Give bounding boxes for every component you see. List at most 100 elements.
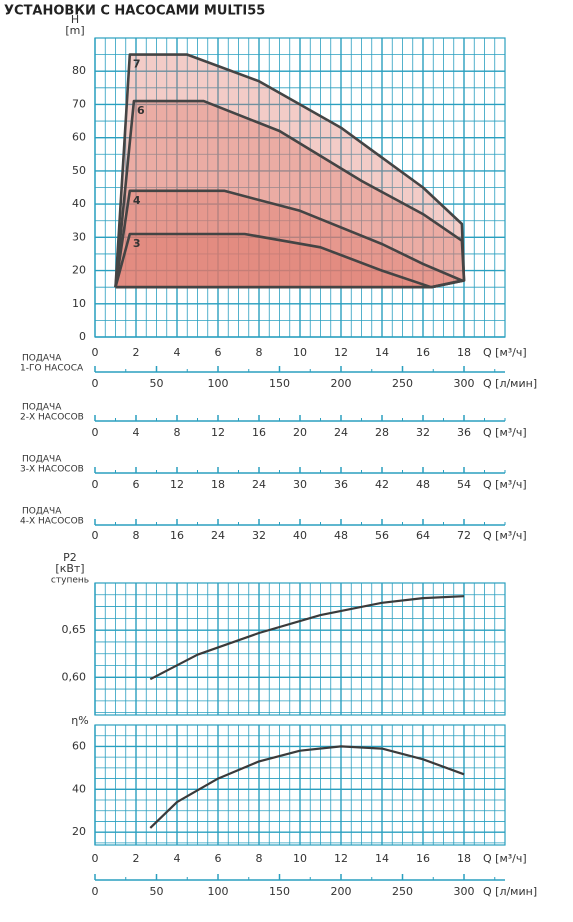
x-tick-label: 48 — [334, 529, 348, 542]
x-tick-label: 6 — [215, 852, 222, 865]
x-tick-label: 8 — [256, 346, 263, 359]
x-tick-label: 54 — [457, 478, 471, 491]
x-tick-label: 0 — [92, 852, 99, 865]
x-axis-label: Q [м³/ч] — [483, 852, 527, 865]
x-tick-label: 0 — [92, 377, 99, 390]
x-tick-label: 36 — [334, 478, 348, 491]
x-tick-label: 56 — [375, 529, 389, 542]
x-tick-label: 0 — [92, 478, 99, 491]
y-tick-label: 20 — [72, 264, 86, 277]
x-tick-label: 16 — [416, 852, 430, 865]
x-tick-label: 48 — [416, 478, 430, 491]
x-tick-label: 0 — [92, 529, 99, 542]
y-tick-label: 40 — [72, 782, 86, 795]
x-tick-label: 8 — [174, 426, 181, 439]
x-tick-label: 30 — [293, 478, 307, 491]
x-tick-label: 8 — [133, 529, 140, 542]
stage-label: 7 — [133, 58, 141, 71]
y-tick-label: 50 — [72, 164, 86, 177]
axis-label: 1-ГО НАСОСА — [20, 364, 84, 374]
x-tick-label: 2 — [133, 346, 140, 359]
x-tick-label: 16 — [252, 426, 266, 439]
x-tick-label: 250 — [392, 885, 413, 898]
x-tick-label: 150 — [269, 377, 290, 390]
x-tick-label: 6 — [133, 478, 140, 491]
y-tick-label: 0,65 — [62, 623, 87, 636]
axis-unit: Q [л/мин] — [483, 377, 537, 390]
x-tick-label: 50 — [150, 885, 164, 898]
page-title: УСТАНОВКИ С НАСОСАМИ MULTI55 — [4, 4, 265, 19]
y-axis-note: ступень — [51, 576, 89, 586]
x-tick-label: 50 — [150, 377, 164, 390]
axis-unit: Q [л/мин] — [483, 885, 537, 898]
x-axis-label: Q [м³/ч] — [483, 346, 527, 359]
axis-label: 4-Х НАСОСОВ — [20, 517, 84, 527]
y-tick-label: 30 — [72, 230, 86, 243]
y-tick-label: 0 — [79, 330, 86, 343]
x-tick-label: 2 — [133, 852, 140, 865]
x-tick-label: 150 — [269, 885, 290, 898]
x-tick-label: 14 — [375, 852, 389, 865]
x-tick-label: 4 — [174, 852, 181, 865]
axis-unit: Q [м³/ч] — [483, 478, 527, 491]
x-tick-label: 28 — [375, 426, 389, 439]
x-tick-label: 4 — [174, 346, 181, 359]
x-tick-label: 20 — [293, 426, 307, 439]
x-tick-label: 36 — [457, 426, 471, 439]
x-tick-label: 200 — [331, 377, 352, 390]
x-tick-label: 8 — [256, 852, 263, 865]
x-tick-label: 32 — [252, 529, 266, 542]
x-tick-label: 24 — [252, 478, 266, 491]
axis-unit: Q [м³/ч] — [483, 426, 527, 439]
x-tick-label: 18 — [457, 346, 471, 359]
x-tick-label: 300 — [454, 377, 475, 390]
axis-label: ПОДАЧА — [22, 403, 62, 413]
x-tick-label: 4 — [133, 426, 140, 439]
x-tick-label: 72 — [457, 529, 471, 542]
x-tick-label: 12 — [170, 478, 184, 491]
axis-unit: Q [м³/ч] — [483, 529, 527, 542]
x-tick-label: 24 — [211, 529, 225, 542]
stage-region — [114, 189, 464, 289]
stage-region — [114, 232, 433, 289]
x-tick-label: 100 — [208, 377, 229, 390]
x-tick-label: 18 — [211, 478, 225, 491]
x-tick-label: 300 — [454, 885, 475, 898]
x-tick-label: 16 — [170, 529, 184, 542]
x-tick-label: 24 — [334, 426, 348, 439]
x-tick-label: 12 — [334, 346, 348, 359]
axis-label: 2-Х НАСОСОВ — [20, 413, 84, 423]
x-tick-label: 0 — [92, 885, 99, 898]
x-tick-label: 40 — [293, 529, 307, 542]
x-tick-label: 12 — [334, 852, 348, 865]
y-tick-label: 10 — [72, 297, 86, 310]
y-axis-unit: [кВт] — [55, 562, 84, 575]
x-tick-label: 18 — [457, 852, 471, 865]
axis-label: ПОДАЧА — [22, 354, 62, 364]
x-tick-label: 0 — [92, 426, 99, 439]
x-tick-label: 6 — [215, 346, 222, 359]
y-tick-label: 70 — [72, 97, 86, 110]
x-tick-label: 12 — [211, 426, 225, 439]
y-tick-label: 40 — [72, 197, 86, 210]
x-tick-label: 42 — [375, 478, 389, 491]
y-tick-label: 60 — [72, 131, 86, 144]
axis-label: 3-Х НАСОСОВ — [20, 465, 84, 475]
curve — [149, 595, 465, 681]
y-tick-label: 60 — [72, 739, 86, 752]
x-tick-label: 100 — [208, 885, 229, 898]
x-tick-label: 64 — [416, 529, 430, 542]
x-tick-label: 16 — [416, 346, 430, 359]
y-tick-label: 0,60 — [62, 670, 87, 683]
x-tick-label: 200 — [331, 885, 352, 898]
stage-label: 6 — [137, 104, 145, 117]
stage-label: 3 — [133, 237, 141, 250]
y-tick-label: 20 — [72, 825, 86, 838]
x-tick-label: 10 — [293, 852, 307, 865]
y-axis-label: P2 — [63, 551, 77, 564]
y-axis-label: H — [71, 13, 79, 26]
y-tick-label: 80 — [72, 64, 86, 77]
x-tick-label: 10 — [293, 346, 307, 359]
y-axis-label: η% — [71, 714, 88, 727]
